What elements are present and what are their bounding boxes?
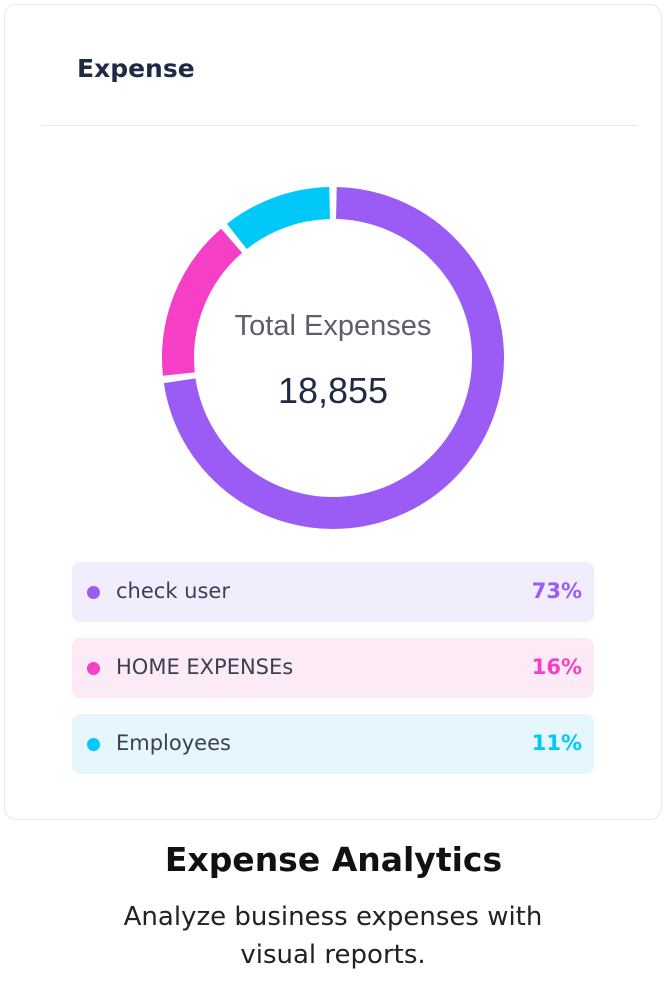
legend-item-check-user[interactable]: check user 73% [72,562,594,622]
legend-percent: 16% [531,655,582,679]
feature-description: Analyze business expenses with visual re… [123,902,543,970]
legend-dot [87,586,100,599]
card-divider [41,125,637,126]
donut-slice-home-expenses[interactable] [162,228,243,376]
expense-donut-chart [161,186,505,530]
donut-center-value: 18,855 [277,370,389,411]
legend-percent: 11% [531,731,582,755]
donut-center-label: Total Expenses [234,310,432,342]
legend-label: check user [116,579,230,603]
donut-slice-check-user[interactable] [163,187,504,529]
legend-item-home-expenses[interactable]: HOME EXPENSEs 16% [72,638,594,698]
donut-svg [162,187,504,529]
feature-title: Expense Analytics [164,840,503,879]
legend-dot [87,738,100,751]
legend-item-employees[interactable]: Employees 11% [72,714,594,774]
legend-percent: 73% [531,579,582,603]
card-title: Expense [77,54,195,83]
legend-label: Employees [116,731,231,755]
legend-label: HOME EXPENSEs [116,655,294,679]
legend-dot [87,662,100,675]
donut-slice-employees[interactable] [226,187,331,250]
